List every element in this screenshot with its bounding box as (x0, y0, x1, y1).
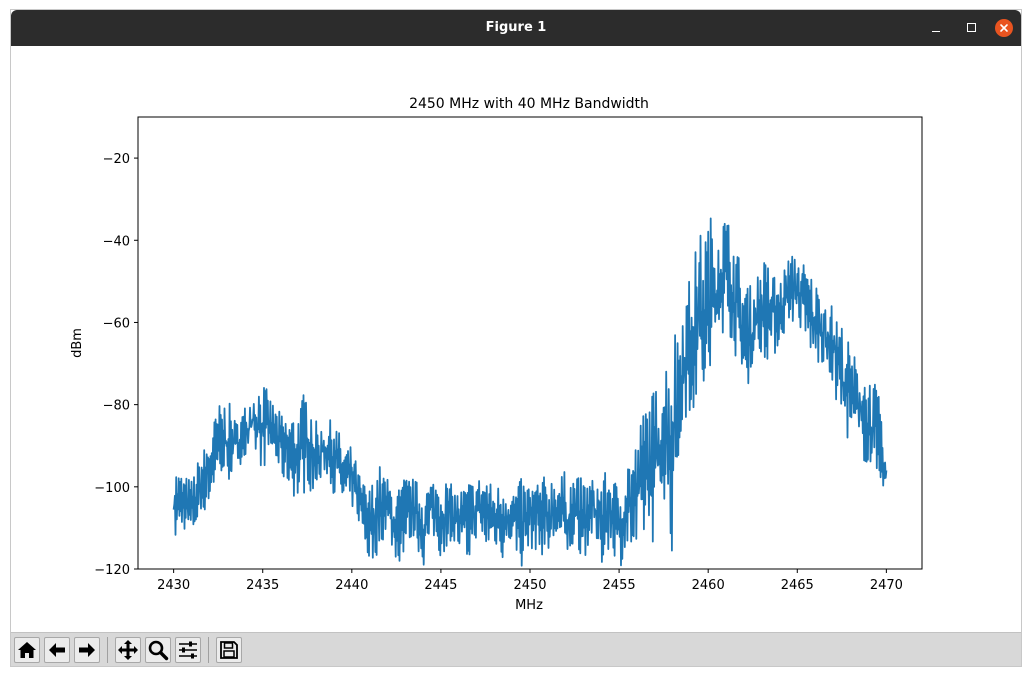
maximize-button[interactable] (961, 18, 981, 38)
toolbar-separator (208, 637, 209, 663)
plot-area (172, 217, 888, 567)
home-icon (18, 642, 36, 658)
x-tick-label: 2430 (157, 578, 190, 593)
x-tick-label: 2470 (870, 578, 903, 593)
window-title: Figure 1 (485, 20, 547, 35)
sliders-icon (179, 641, 197, 659)
minimize-icon (932, 31, 940, 32)
zoom-button[interactable] (145, 637, 171, 663)
toolbar-separator (107, 637, 108, 663)
x-tick-label: 2465 (781, 578, 814, 593)
x-tick-label: 2460 (692, 578, 725, 593)
x-tick-label: 2435 (246, 578, 279, 593)
figure-canvas[interactable]: 2450 MHz with 40 MHz Bandwidth 2430 2435 2… (11, 46, 1021, 632)
chart[interactable]: 2450 MHz with 40 MHz Bandwidth 2430 2435 2… (11, 46, 1021, 632)
move-icon (118, 640, 138, 660)
back-button[interactable] (44, 637, 70, 663)
spectrum-line (172, 217, 888, 567)
minimize-button[interactable] (927, 18, 947, 38)
x-tick-label: 2455 (603, 578, 636, 593)
y-axis-label: dBm (70, 328, 85, 358)
save-button[interactable] (216, 637, 242, 663)
save-icon (220, 641, 238, 659)
maximize-icon (967, 23, 976, 32)
arrow-left-icon (49, 643, 65, 657)
y-tick-label: −60 (103, 316, 130, 331)
chart-title: 2450 MHz with 40 MHz Bandwidth (409, 96, 649, 112)
navigation-toolbar (11, 632, 1021, 666)
y-tick-label: −40 (103, 234, 130, 249)
x-tick-label: 2450 (513, 578, 546, 593)
y-axis: −120 −100 −80 −60 −40 −20 (94, 152, 138, 578)
close-button[interactable] (995, 19, 1013, 37)
y-tick-label: −100 (94, 481, 130, 496)
y-tick-label: −20 (103, 152, 130, 167)
x-tick-label: 2440 (335, 578, 368, 593)
zoom-icon (148, 640, 169, 661)
x-tick-label: 2445 (424, 578, 457, 593)
y-tick-label: −120 (94, 563, 130, 578)
x-axis: 2430 2435 2440 2445 2450 2455 2460 2465 2470 (157, 569, 903, 593)
close-icon (1000, 24, 1008, 32)
forward-button[interactable] (74, 637, 100, 663)
home-button[interactable] (14, 637, 40, 663)
y-tick-label: −80 (103, 399, 130, 414)
pan-button[interactable] (115, 637, 141, 663)
configure-subplots-button[interactable] (175, 637, 201, 663)
figure-window: Figure 1 2450 MHz with 40 MHz Bandwidth … (10, 9, 1022, 667)
arrow-right-icon (79, 643, 95, 657)
x-axis-label: MHz (515, 598, 543, 613)
title-bar[interactable]: Figure 1 (11, 10, 1021, 46)
